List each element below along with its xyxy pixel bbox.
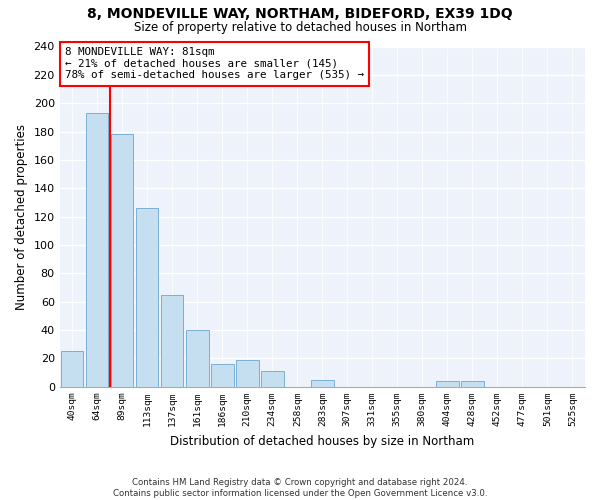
Bar (311, 380, 334, 387)
Text: Size of property relative to detached houses in Northam: Size of property relative to detached ho… (133, 21, 467, 34)
Bar (461, 381, 484, 387)
Y-axis label: Number of detached properties: Number of detached properties (15, 124, 28, 310)
Bar (186, 330, 209, 387)
Text: 8, MONDEVILLE WAY, NORTHAM, BIDEFORD, EX39 1DQ: 8, MONDEVILLE WAY, NORTHAM, BIDEFORD, EX… (87, 8, 513, 22)
Bar (261, 371, 284, 387)
Text: 8 MONDEVILLE WAY: 81sqm
← 21% of detached houses are smaller (145)
78% of semi-d: 8 MONDEVILLE WAY: 81sqm ← 21% of detache… (65, 47, 364, 80)
Bar (161, 294, 184, 387)
X-axis label: Distribution of detached houses by size in Northam: Distribution of detached houses by size … (170, 434, 475, 448)
Bar (61, 352, 83, 387)
Bar (436, 381, 458, 387)
Bar (211, 364, 233, 387)
Text: Contains HM Land Registry data © Crown copyright and database right 2024.
Contai: Contains HM Land Registry data © Crown c… (113, 478, 487, 498)
Bar (136, 208, 158, 387)
Bar (86, 113, 109, 387)
Bar (111, 134, 133, 387)
Bar (236, 360, 259, 387)
